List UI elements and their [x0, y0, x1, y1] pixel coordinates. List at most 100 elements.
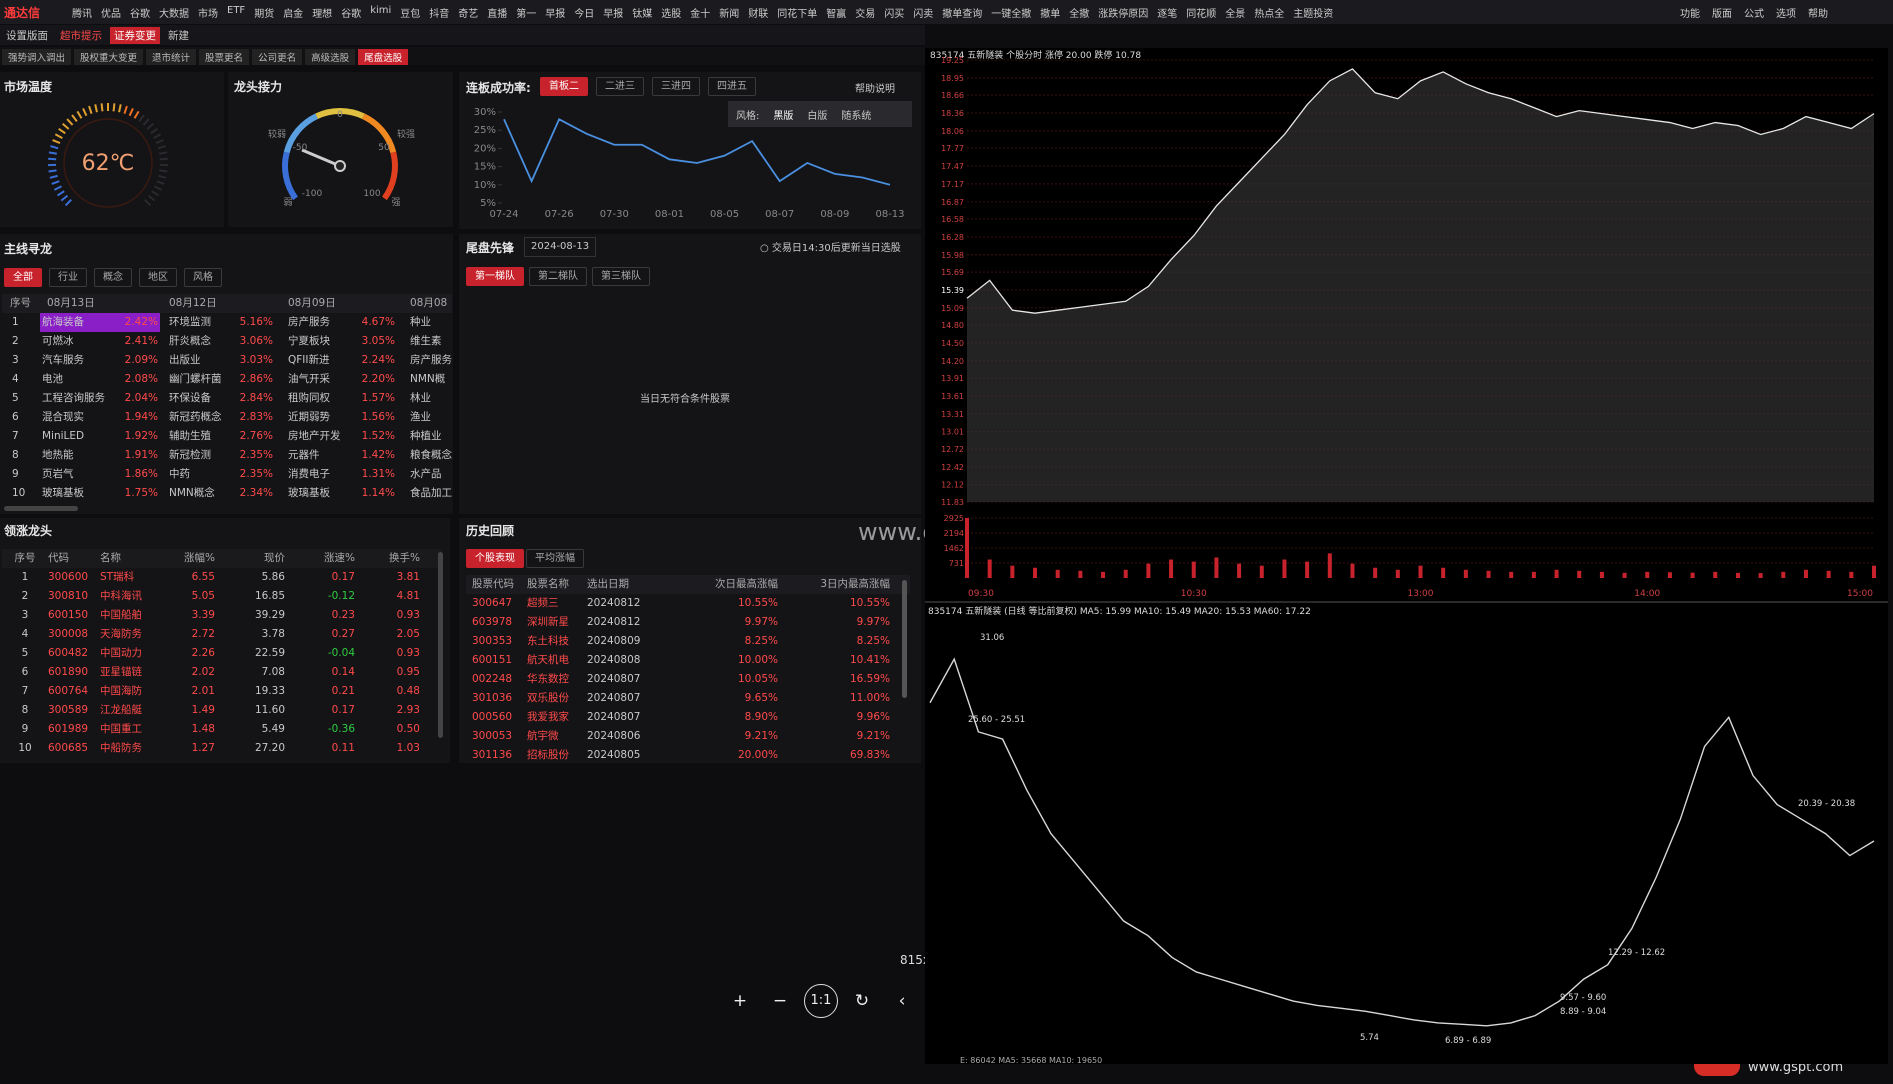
tab[interactable]: 行业	[49, 268, 87, 287]
style-option[interactable]: 随系统	[841, 110, 872, 122]
volume-bar	[1645, 571, 1650, 578]
table-cell: 江龙船艇	[100, 704, 142, 716]
tab[interactable]: 地区	[139, 268, 177, 287]
menu-item[interactable]: 主题投资	[1293, 9, 1334, 20]
menu-item[interactable]: 新闻	[719, 9, 740, 20]
menu-item[interactable]: 抖音	[429, 9, 450, 20]
tab[interactable]: 第一梯队	[466, 267, 524, 286]
tab[interactable]: 三进四	[652, 77, 700, 96]
viewer-button[interactable]: ↔	[1094, 991, 1110, 1011]
menu-item[interactable]: 交易	[855, 9, 876, 20]
menu-item[interactable]: 智赢	[826, 9, 847, 20]
menu-item[interactable]: 全景	[1225, 9, 1246, 20]
tab[interactable]: 第三梯队	[592, 267, 650, 286]
menu-item[interactable]: 闪卖	[913, 9, 934, 20]
tab[interactable]: 首板二	[540, 77, 588, 96]
viewer-button[interactable]: ‹	[898, 991, 906, 1011]
tab[interactable]: 高级选股	[305, 49, 356, 65]
chart-bg	[925, 48, 1888, 1064]
menu-item[interactable]: 一键全撤	[991, 9, 1032, 20]
viewer-button[interactable]: ↕	[1134, 991, 1150, 1011]
tab[interactable]: 四进五	[708, 77, 756, 96]
style-option[interactable]: 黑版	[773, 110, 794, 122]
menu-item[interactable]: 同花顺	[1186, 9, 1217, 20]
menu-item[interactable]: 选项	[1776, 9, 1796, 20]
table-cell: 维生素	[410, 335, 442, 347]
menu-item[interactable]: 撤单	[1040, 9, 1061, 20]
viewer-button[interactable]: 1:1	[804, 984, 838, 1018]
tab[interactable]: 二进三	[596, 77, 644, 96]
table-cell: 000560	[472, 711, 513, 723]
toolbar-item[interactable]: 证券变更	[110, 27, 160, 44]
menu-item[interactable]: 撤单查询	[942, 9, 983, 20]
menu-item[interactable]: 谷歌	[130, 9, 150, 20]
menu-item[interactable]: 公式	[1744, 9, 1764, 20]
tab[interactable]: 股权重大变更	[74, 49, 144, 65]
menu-item[interactable]: 启金	[283, 9, 304, 20]
menu-item[interactable]: 优品	[101, 9, 121, 20]
tab[interactable]: 第二梯队	[529, 267, 587, 286]
menu-item[interactable]: 理想	[312, 9, 333, 20]
menu-item[interactable]: 版面	[1712, 9, 1732, 20]
table-cell: 11.00%	[849, 692, 890, 704]
tab[interactable]: 尾盘选股	[358, 49, 409, 65]
table-cell: 1.31%	[361, 468, 395, 480]
menu-item[interactable]: 奇艺	[458, 9, 479, 20]
viewer-button[interactable]: ↷	[1054, 991, 1070, 1011]
menu-item[interactable]: 期货	[254, 9, 275, 20]
viewer-button[interactable]: ↻	[854, 991, 870, 1011]
menu-item[interactable]: 帮助	[1808, 9, 1828, 20]
menu-item[interactable]: ETF	[227, 5, 246, 16]
viewer-button[interactable]: −	[772, 991, 788, 1011]
viewer-button[interactable]: ▶	[935, 991, 949, 1011]
tab[interactable]: 风格	[184, 268, 222, 287]
tab[interactable]: 公司更名	[252, 49, 303, 65]
menu-item[interactable]: 直播	[487, 9, 508, 20]
menu-item[interactable]: 同花下单	[777, 9, 818, 20]
menu-item[interactable]: 全撤	[1069, 9, 1090, 20]
menu-item[interactable]: 热点全	[1254, 9, 1285, 20]
table-cell: 工程咨询服务	[42, 392, 105, 404]
menu-item[interactable]: 豆包	[400, 9, 421, 20]
logo[interactable]: 通达信	[4, 6, 41, 20]
menu-item[interactable]: 谷歌	[341, 9, 362, 20]
menu-item[interactable]: 今日	[574, 9, 595, 20]
toolbar-item[interactable]: 设置版面	[6, 30, 48, 42]
toolbar-item[interactable]: 超市提示	[60, 30, 102, 42]
menu-item[interactable]: 市场	[198, 9, 218, 20]
toolbar-item[interactable]: 新建	[168, 30, 189, 42]
volume-bar	[987, 559, 992, 578]
table-cell: 69.83%	[849, 749, 890, 761]
tab[interactable]: 股票更名	[199, 49, 250, 65]
menu-item[interactable]: 功能	[1680, 9, 1700, 20]
menu-item[interactable]: 闪买	[884, 9, 905, 20]
y-tick-label: 17.77	[941, 144, 964, 153]
menu-item[interactable]: 早报	[603, 9, 624, 20]
table-header: 序号	[10, 297, 31, 309]
menu-item[interactable]: 逐笔	[1157, 9, 1178, 20]
menu-item[interactable]: kimi	[370, 5, 392, 16]
menu-item[interactable]: 腾讯	[72, 9, 92, 20]
menu-item[interactable]: 早报	[545, 9, 566, 20]
menu-item[interactable]: 财联	[748, 9, 769, 20]
table-cell: 5	[12, 392, 19, 404]
viewer-button[interactable]: +	[732, 991, 748, 1011]
menu-item[interactable]: 选股	[661, 9, 682, 20]
tab[interactable]: 退市统计	[146, 49, 197, 65]
menu-item[interactable]: 金十	[690, 9, 711, 20]
tab[interactable]: 概念	[94, 268, 132, 287]
tab[interactable]: 全部	[4, 268, 42, 287]
help-link[interactable]: 帮助说明	[855, 84, 895, 95]
table-cell: 3	[21, 609, 29, 621]
tab[interactable]: 个股表现	[466, 549, 524, 568]
tab[interactable]: 平均涨幅	[526, 549, 584, 568]
viewer-button[interactable]: ›	[978, 991, 986, 1011]
menu-item[interactable]: 钛媒	[632, 9, 653, 20]
style-option[interactable]: 白版	[807, 110, 828, 122]
menu-item[interactable]: 第一	[516, 9, 537, 20]
menu-item[interactable]: 大数据	[159, 9, 189, 20]
menu-item[interactable]: 涨跌停原因	[1098, 9, 1149, 20]
date-picker[interactable]: 2024-08-13	[524, 237, 597, 257]
tab[interactable]: 强势调入调出	[2, 49, 72, 65]
viewer-button[interactable]: ↶	[1014, 991, 1030, 1011]
